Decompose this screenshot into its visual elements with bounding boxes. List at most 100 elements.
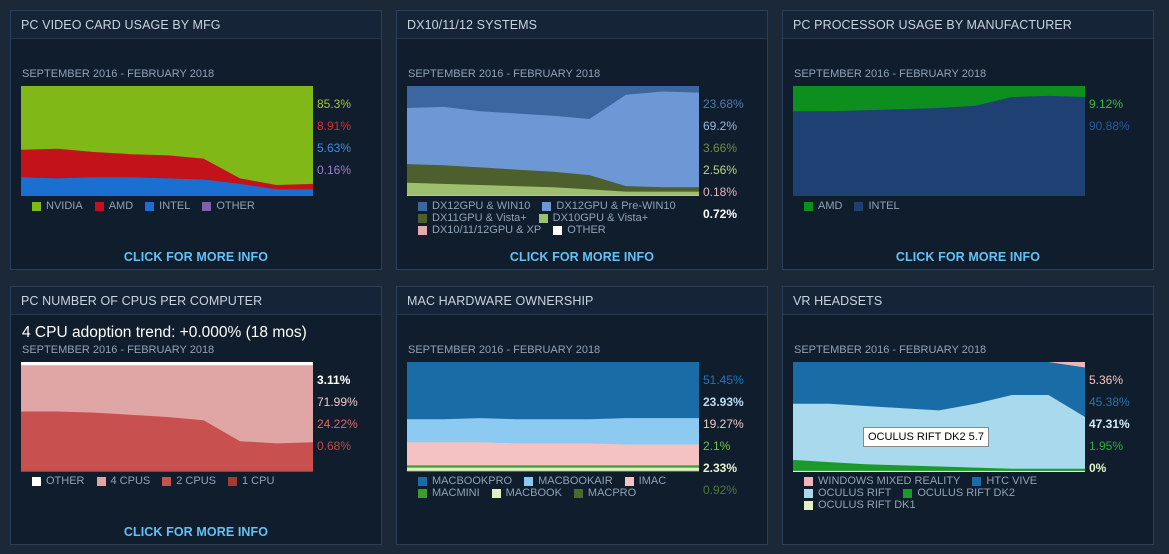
legend-label: OCULUS RIFT DK2 [917,487,1015,499]
legend-swatch [162,476,172,486]
panel-title: DX10/11/12 SYSTEMS [397,11,767,39]
legend-label: NVIDIA [46,200,83,212]
legend-swatch [553,225,563,235]
legend-label: AMD [818,200,843,212]
legend-row: OCULUS RIFT OCULUS RIFT DK2 [804,487,1134,499]
legend-label: DX12GPU & Pre-WIN10 [556,200,676,212]
legend-label: MACBOOKPRO [432,475,513,487]
legend-item: AMD [94,200,133,212]
percent-value: 0.16% [317,163,352,177]
stacked-area-svg [21,362,313,472]
percent-list: 3.11% 71.99% 24.22% 0.68% [317,369,379,457]
stacked-area-svg [21,86,313,196]
more-info-link[interactable]: CLICK FOR MORE INFO [123,250,269,264]
percent-value: 45.38% [1089,395,1130,409]
percent-value: 71.99% [317,395,358,409]
legend-item: DX12GPU & WIN10 [418,200,530,212]
legend-label: DX12GPU & WIN10 [432,200,531,212]
percent-value: 8.91% [317,119,352,133]
area-chart: OCULUS RIFT DK2 5.7 [793,362,1085,472]
area-chart [407,86,699,196]
legend-item: OTHER [32,475,85,487]
area-series [21,411,313,472]
legend-label: OCULUS RIFT DK1 [818,499,916,511]
panel-processor: PC PROCESSOR USAGE BY MANUFACTURER SEPTE… [782,10,1154,270]
percent-value: 24.22% [317,417,358,431]
panel-title: VR HEADSETS [783,287,1153,315]
legend: AMD INTEL [804,200,1134,212]
legend-row: OCULUS RIFT DK1 [804,499,1134,511]
stacked-area-svg [793,362,1085,472]
legend-swatch [542,201,552,211]
more-info-link[interactable]: CLICK FOR MORE INFO [123,525,269,539]
legend-swatch [804,476,813,486]
legend-row: AMD INTEL [804,200,1134,212]
area-series [793,95,1085,196]
trend-text: 4 CPU adoption trend: +0.000% (18 mos) [22,324,307,341]
legend-item: MACBOOKAIR [524,475,613,487]
percent-value: 85.3% [317,97,352,111]
date-range: SEPTEMBER 2016 - FEBRUARY 2018 [408,344,601,356]
legend-item: OTHER [553,224,606,236]
legend: MACBOOKPRO MACBOOKAIR IMAC MACMINI MACBOOK MA… [418,475,748,499]
percent-value: 0.68% [317,439,352,453]
legend-item: OCULUS RIFT DK1 [804,499,916,511]
legend-label: MACBOOK [505,487,562,499]
percent-value: 3.66% [703,141,738,155]
percent-list: 85.3% 8.91% 5.63% 0.16% [317,93,379,181]
legend-item: OCULUS RIFT [804,487,891,499]
more-info-link[interactable]: CLICK FOR MORE INFO [895,250,1041,264]
legend-swatch [804,488,813,498]
legend-label: INTEL [868,200,900,212]
legend: WINDOWS MIXED REALITY HTC VIVE OCULUS RIFT… [804,475,1134,511]
legend-label: OTHER [216,200,255,212]
percent-value: 23.68% [703,97,744,111]
legend-swatch [903,488,913,498]
percent-value: 2.56% [703,163,738,177]
legend-label: DX10/11/12GPU & XP [432,224,542,236]
percent-value: 1.95% [1089,439,1124,453]
percent-value: 9.12% [1089,97,1124,111]
legend-swatch [624,476,634,486]
legend-swatch [804,500,813,510]
legend-swatch [573,488,583,498]
legend-item: WINDOWS MIXED REALITY [804,475,960,487]
legend-label: INTEL [159,200,191,212]
date-range: SEPTEMBER 2016 - FEBRUARY 2018 [22,68,215,80]
legend-row: MACBOOKPRO MACBOOKAIR IMAC [418,475,748,487]
legend-label: DX10GPU & Vista+ [552,212,649,224]
area-chart [407,362,699,472]
panel-video-card: PC VIDEO CARD USAGE BY MFG SEPTEMBER 201… [10,10,382,270]
area-series [407,467,699,472]
date-range: SEPTEMBER 2016 - FEBRUARY 2018 [22,344,215,356]
area-series [407,194,699,196]
legend-label: OTHER [46,475,85,487]
percent-value: 2.33% [703,461,738,475]
legend-row: WINDOWS MIXED REALITY HTC VIVE [804,475,1134,487]
legend-row: DX11GPU & Vista+ DX10GPU & Vista+ [418,212,748,224]
panel-vr-headsets: VR HEADSETS SEPTEMBER 2016 - FEBRUARY 20… [782,286,1154,545]
area-series [793,470,1085,472]
chart-tooltip: OCULUS RIFT DK2 5.7 [863,427,989,447]
area-series [407,442,699,472]
percent-value: 3.11% [317,373,351,387]
legend-swatch [94,201,104,211]
legend-label: HTC VIVE [986,475,1038,487]
more-info-link[interactable]: CLICK FOR MORE INFO [509,250,655,264]
legend-item: MACMINI [418,487,480,499]
legend: OTHER 4 CPUS 2 CPUS 1 CPU [32,475,362,487]
legend-swatch [538,213,548,223]
panel-dx-systems: DX10/11/12 SYSTEMS SEPTEMBER 2016 - FEBR… [396,10,768,270]
legend-swatch [418,213,427,223]
legend-item: DX10GPU & Vista+ [538,212,649,224]
legend-item: DX10/11/12GPU & XP [418,224,541,236]
stacked-area-svg [407,362,699,472]
panel-title: MAC HARDWARE OWNERSHIP [397,287,767,315]
legend-swatch [418,201,427,211]
percent-value: 0.72% [703,207,738,221]
area-chart [21,86,313,196]
legend-item: AMD [804,200,842,212]
panel-mac-hardware: MAC HARDWARE OWNERSHIP SEPTEMBER 2016 - … [396,286,768,545]
percent-value: 0% [1089,461,1107,475]
legend-swatch [854,201,864,211]
